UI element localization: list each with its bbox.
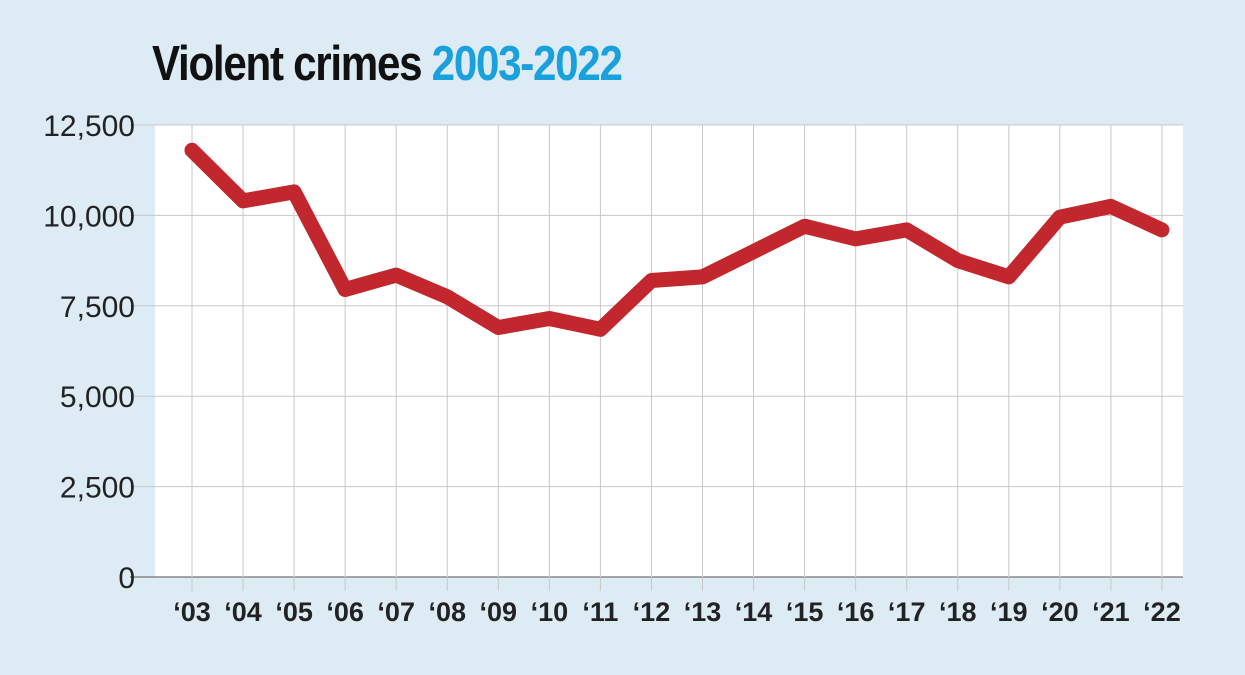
x-tick-label: ‘10 xyxy=(531,597,569,627)
x-tick-label: ‘04 xyxy=(224,597,262,627)
data-point xyxy=(1007,275,1010,278)
y-tick-label: 12,500 xyxy=(43,110,135,143)
y-tick-label: 5,000 xyxy=(60,381,135,414)
y-tick-label: 7,500 xyxy=(60,291,135,324)
x-tick-label: ‘18 xyxy=(939,597,977,627)
data-point xyxy=(293,190,296,193)
y-tick-label: 0 xyxy=(118,562,135,595)
y-tick-label: 2,500 xyxy=(60,472,135,505)
data-point xyxy=(548,317,551,320)
data-point xyxy=(803,225,806,228)
data-point xyxy=(1109,205,1112,208)
x-tick-label: ‘13 xyxy=(684,597,722,627)
series-line xyxy=(184,142,1170,337)
data-point xyxy=(599,328,602,331)
data-point xyxy=(446,295,449,298)
data-point xyxy=(905,228,908,231)
data-point xyxy=(701,275,704,278)
chart-title-main: Violent crimes xyxy=(152,37,423,91)
x-tick-label: ‘06 xyxy=(326,597,364,627)
x-tick-label: ‘07 xyxy=(377,597,415,627)
chart-title-years: 2003-2022 xyxy=(431,37,623,91)
data-point xyxy=(650,279,653,282)
x-tick-label: ‘17 xyxy=(888,597,926,627)
data-point xyxy=(1058,216,1061,219)
plot-area xyxy=(155,125,1183,577)
x-tick-label: ‘12 xyxy=(633,597,671,627)
data-point xyxy=(752,250,755,253)
x-tick-label: ‘19 xyxy=(990,597,1028,627)
x-tick-label: ‘09 xyxy=(480,597,518,627)
x-tick-label: ‘11 xyxy=(582,597,618,627)
x-axis: ‘03 ‘04 ‘05 ‘06 ‘07 ‘08 ‘09 ‘10 ‘11 ‘12 ‘13 ‘14 ‘15 ‘… xyxy=(173,597,1180,627)
x-tick-label: ‘03 xyxy=(173,597,211,627)
series-group xyxy=(184,142,1170,337)
data-point xyxy=(956,259,959,262)
data-point xyxy=(497,326,500,329)
data-point xyxy=(242,199,245,202)
x-tick-label: ‘08 xyxy=(428,597,466,627)
data-point xyxy=(344,288,347,291)
y-axis: 0 2,500 5,000 7,500 10,000 12,500 xyxy=(43,110,135,595)
data-point xyxy=(191,149,193,152)
chart-title: Violent crimes 2003-2022 xyxy=(152,36,623,92)
y-tick-label: 10,000 xyxy=(43,200,135,233)
x-tick-label: ‘21 xyxy=(1092,597,1130,627)
x-tick-label: ‘20 xyxy=(1041,597,1079,627)
x-tick-label: ‘22 xyxy=(1143,597,1181,627)
data-point xyxy=(395,274,398,277)
vertical-gridlines xyxy=(191,125,1163,591)
x-tick-label: ‘16 xyxy=(837,597,875,627)
x-tick-label: ‘15 xyxy=(786,597,824,627)
x-tick-label: ‘05 xyxy=(275,597,313,627)
data-point xyxy=(1160,228,1163,231)
x-tick-label: ‘14 xyxy=(735,597,773,627)
data-point xyxy=(854,237,857,240)
